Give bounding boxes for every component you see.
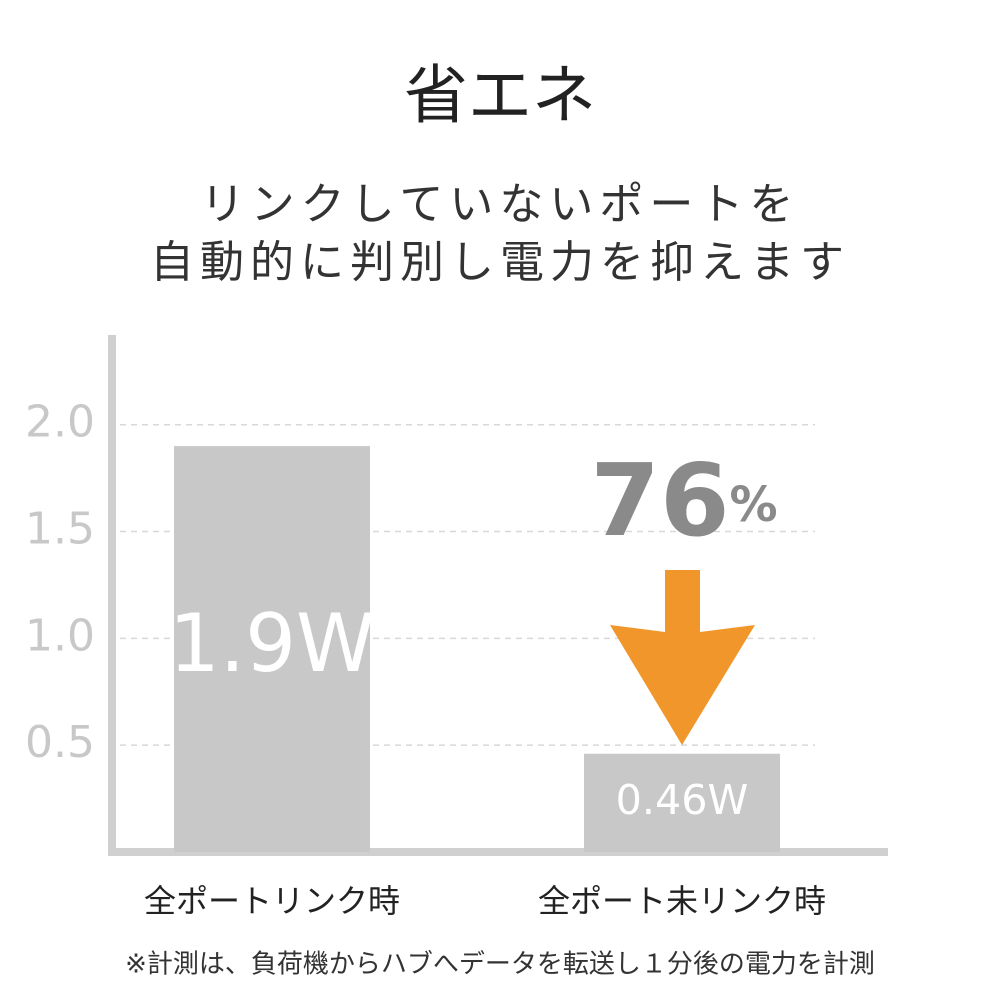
- x-tick-label: 全ポートリンク時: [144, 882, 400, 920]
- annotation: 76%: [590, 442, 777, 559]
- annotation-unit: %: [730, 477, 778, 533]
- chart-title: 省エネ: [404, 60, 596, 134]
- footnote: ※計測は、負荷機からハブへデータを転送し１分後の電力を計測: [125, 950, 875, 980]
- value-label: 0.46W: [616, 776, 749, 824]
- y-tick-label: 1.5: [25, 504, 95, 555]
- bar: [584, 753, 780, 852]
- subtitle: 自動的に判別し電力を抑えます: [150, 237, 850, 288]
- bar: [174, 446, 370, 852]
- annotation-number: 76: [590, 442, 729, 559]
- y-tick-label: 2.0: [25, 397, 95, 448]
- x-tick-label: 全ポート未リンク時: [538, 882, 826, 920]
- y-tick-label: 1.0: [25, 610, 95, 661]
- y-tick-label: 0.5: [25, 717, 95, 768]
- value-label: 1.9W: [169, 597, 375, 690]
- arrow: [610, 570, 755, 745]
- subtitle: リンクしていないポートを: [201, 179, 800, 230]
